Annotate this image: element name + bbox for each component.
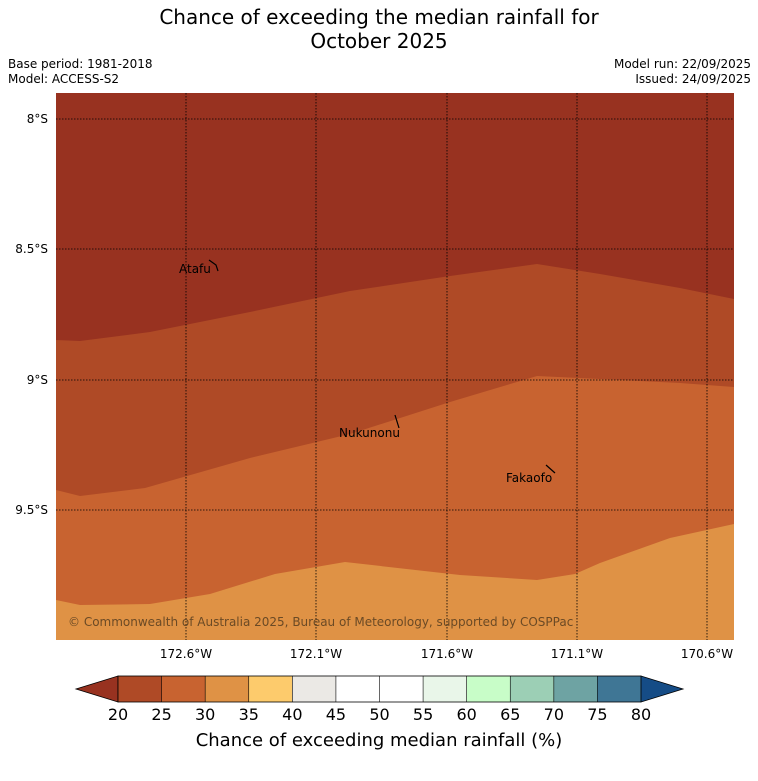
place-label-nukunonu: Nukunonu (339, 426, 400, 440)
colorbar-segment (379, 676, 424, 702)
base-period: Base period: 1981-2018 (8, 57, 153, 71)
graticule (56, 93, 734, 640)
place-labels: Atafu Nukunonu Fakaofo (179, 262, 552, 485)
longitude-labels: 172.6°W 172.1°W 171.6°W 171.1°W 170.6°W (160, 647, 733, 661)
place-label-fakaofo: Fakaofo (506, 471, 552, 485)
title-line-2: October 2025 (310, 29, 448, 53)
colorbar-segment (423, 676, 467, 702)
lon-label: 171.6°W (421, 647, 473, 661)
colorbar-tick-label: 60 (456, 705, 476, 724)
colorbar-segment (292, 676, 337, 702)
colorbar-segment (597, 676, 642, 702)
lon-label: 172.1°W (290, 647, 342, 661)
copyright-notice: © Commonwealth of Australia 2025, Bureau… (68, 615, 573, 629)
lat-label: 8°S (27, 112, 48, 126)
colorbar-tick-label: 55 (413, 705, 433, 724)
lon-label: 171.1°W (551, 647, 603, 661)
lat-label: 9.5°S (15, 503, 48, 517)
lon-label: 172.6°W (160, 647, 212, 661)
colorbar-tick-label: 50 (369, 705, 389, 724)
issued-date: Issued: 24/09/2025 (635, 72, 751, 86)
colorbar-tick-label: 35 (239, 705, 259, 724)
nukunonu-outline (394, 414, 400, 429)
colorbar-tick-label: 25 (151, 705, 171, 724)
colorbar: 20 25 30 35 40 45 50 55 60 65 70 75 80 (74, 675, 685, 724)
lon-label: 170.6°W (681, 647, 733, 661)
colorbar-frame (117, 675, 642, 703)
colorbar-tick-label: 45 (326, 705, 346, 724)
atafu-outline (208, 259, 219, 272)
colorbar-over-triangle (640, 675, 685, 703)
colorbar-label: Chance of exceeding median rainfall (%) (195, 730, 563, 751)
lat-label: 9°S (27, 373, 48, 387)
colorbar-tick-label: 30 (195, 705, 215, 724)
band-35-40 (56, 524, 734, 640)
colorbar-segment (205, 676, 250, 702)
colorbar-tick-label: 80 (631, 705, 651, 724)
atoll-outlines (208, 259, 556, 474)
colorbar-tick-label: 40 (282, 705, 302, 724)
model-name: Model: ACCESS-S2 (8, 72, 120, 86)
colorbar-segment (466, 676, 511, 702)
map-title: Chance of exceeding the median rainfall … (0, 5, 758, 53)
colorbar-under-triangle (74, 675, 119, 703)
fakaofo-outline (545, 464, 556, 474)
colorbar-segment (248, 676, 293, 702)
latitude-labels: 8°S 8.5°S 9°S 9.5°S (15, 112, 48, 517)
lat-label: 8.5°S (15, 242, 48, 256)
info-left: Base period: 1981-2018 Model: ACCESS-S2 (8, 57, 153, 87)
place-label-atafu: Atafu (179, 262, 211, 276)
colorbar-tick-label: 20 (108, 705, 128, 724)
colorbar-segment (335, 676, 380, 702)
band-30-35 (56, 376, 734, 640)
colorbar-segment (161, 676, 206, 702)
probability-bands (56, 93, 734, 640)
colorbar-segment (118, 676, 162, 702)
title-line-1: Chance of exceeding the median rainfall … (159, 5, 599, 29)
model-run: Model run: 22/09/2025 (613, 57, 751, 71)
colorbar-tick-label: 75 (587, 705, 607, 724)
colorbar-tick-label: 65 (500, 705, 520, 724)
colorbar-segment (553, 676, 598, 702)
colorbar-segment (510, 676, 555, 702)
colorbar-tick-label: 70 (544, 705, 564, 724)
info-right: Model run: 22/09/2025 Issued: 24/09/2025 (614, 57, 751, 87)
